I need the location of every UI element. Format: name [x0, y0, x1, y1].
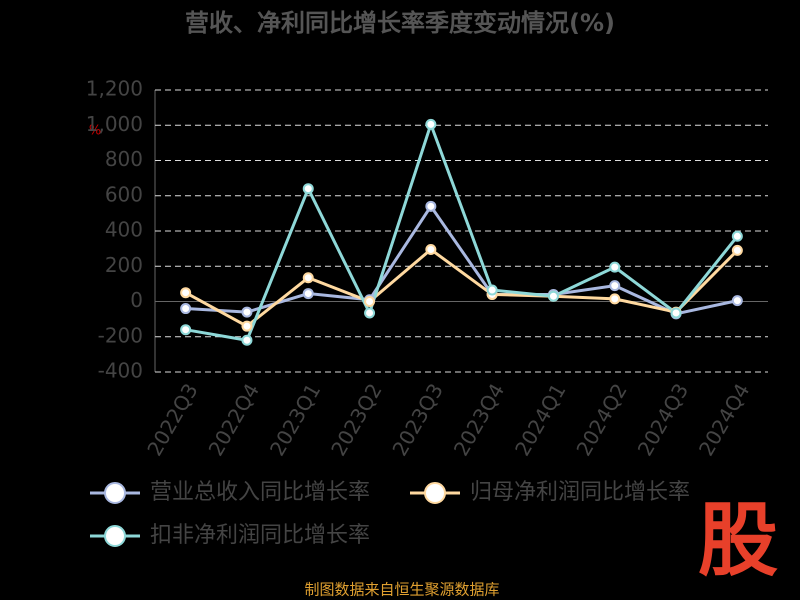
y-tick-label: 600	[105, 182, 143, 206]
series-line	[185, 119, 739, 342]
data-point	[425, 118, 437, 130]
data-point	[670, 307, 682, 319]
x-tick-label: 2022Q4	[204, 379, 264, 460]
data-point	[180, 303, 192, 315]
data-point	[302, 183, 314, 195]
data-point	[609, 293, 621, 305]
x-tick-label: 2024Q4	[694, 379, 754, 460]
watermark: 股	[698, 494, 778, 587]
x-tick-label: 2024Q1	[510, 379, 570, 460]
data-point	[425, 244, 437, 256]
data-point	[180, 324, 192, 336]
y-tick-label: 1,200	[86, 77, 143, 101]
legend-label: 归母净利润同比增长率	[470, 480, 690, 505]
series-line	[184, 247, 739, 328]
legend-marker	[424, 482, 446, 504]
data-point	[547, 290, 559, 302]
x-tick-label: 2024Q3	[633, 379, 693, 460]
data-point	[731, 295, 743, 307]
unit-label: %	[89, 124, 101, 139]
source: 制图数据来自恒生聚源数据库	[304, 581, 499, 599]
x-tick-label: 2024Q2	[571, 379, 631, 460]
chart-title: 营收、净利同比增长率季度变动情况(%)	[185, 9, 615, 37]
data-point	[609, 261, 621, 273]
legend-marker	[104, 482, 126, 504]
data-point	[364, 307, 376, 319]
legend-marker	[104, 525, 126, 547]
y-tick-label: 1,000	[86, 112, 143, 136]
y-tick-label: 0	[130, 288, 143, 312]
x-tick-label: 2023Q2	[326, 379, 386, 460]
x-tick-label: 2023Q4	[449, 379, 509, 460]
data-point	[731, 230, 743, 242]
data-point	[302, 288, 314, 300]
x-tick-label: 2023Q3	[387, 379, 447, 460]
legend-label: 扣非净利润同比增长率	[150, 523, 370, 548]
data-point	[302, 272, 314, 284]
data-point	[486, 284, 498, 296]
y-tick-label: 800	[105, 147, 143, 171]
data-point	[364, 296, 376, 307]
data-point	[241, 306, 253, 318]
y-tick-label: 400	[105, 218, 143, 242]
y-tick-label: -200	[98, 323, 143, 347]
legend-label: 营业总收入同比增长率	[150, 480, 370, 505]
data-point	[609, 280, 621, 292]
data-point	[180, 287, 192, 299]
data-point	[241, 320, 253, 332]
data-point	[425, 200, 437, 212]
y-tick-label: 200	[105, 253, 143, 277]
data-point	[731, 244, 743, 256]
y-tick-label: -400	[98, 359, 143, 383]
x-tick-label: 2023Q1	[265, 379, 325, 460]
x-tick-label: 2022Q3	[142, 379, 202, 460]
data-point	[241, 334, 253, 346]
